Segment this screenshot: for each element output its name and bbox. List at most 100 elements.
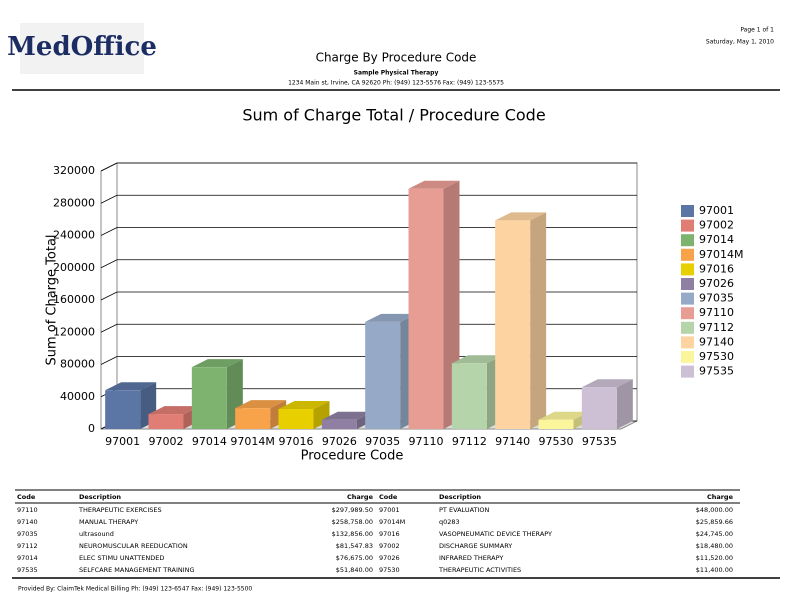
legend-label: 97001 (699, 204, 734, 217)
table-cell: SELFCARE MANAGEMENT TRAINING (79, 566, 195, 574)
report-subtitle: Sample Physical Therapy (354, 70, 439, 77)
bar-top (191, 359, 243, 368)
table-cell: q0283 (439, 518, 460, 526)
table-cell: 97026 (379, 554, 400, 562)
x-tick-label: 97035 (365, 435, 400, 448)
bar-top (105, 382, 157, 391)
legend-swatch (681, 336, 694, 349)
table-cell: ELEC STIMU UNATTENDED (79, 554, 164, 562)
y-tick-label: 320000 (53, 164, 95, 177)
report-address: 1234 Main st, Irvine, CA 92620 Ph: (949)… (288, 80, 504, 87)
legend-swatch (681, 365, 694, 378)
legend-swatch (681, 205, 694, 217)
bar-top (581, 379, 633, 388)
x-tick-label: 97026 (322, 435, 357, 448)
y-tick-label: 200000 (53, 261, 95, 274)
x-tick-label: 97014M (230, 435, 274, 448)
table-cell: 97535 (17, 566, 38, 574)
x-tick-label: 97535 (582, 435, 617, 448)
x-tick-label: 97530 (539, 435, 574, 448)
report-title: Charge By Procedure Code (316, 51, 477, 65)
bar (408, 188, 444, 429)
x-axis-title: Procedure Code (301, 449, 404, 464)
bar (148, 414, 184, 429)
y-tick-label: 280000 (53, 196, 95, 209)
legend-label: 97014M (699, 248, 743, 261)
y-tick-label: 120000 (53, 325, 95, 338)
bar (321, 419, 357, 429)
column-header: Code (379, 493, 398, 501)
bar (105, 390, 141, 429)
legend-swatch (681, 278, 694, 290)
bar-side (616, 379, 633, 429)
table-cell: $11,400.00 (696, 566, 733, 574)
table-cell: $51,840.00 (336, 566, 373, 574)
table-cell: PT EVALUATION (439, 506, 490, 514)
bar (538, 419, 574, 429)
grid-line (100, 162, 118, 172)
table-cell: VASOPNEUMATIC DEVICE THERAPY (439, 530, 552, 538)
y-tick-label: 240000 (53, 229, 95, 242)
table-cell: $81,547.83 (336, 542, 373, 550)
logo-box (20, 23, 144, 74)
table-cell: 97110 (17, 506, 38, 514)
legend-label: 97026 (699, 277, 734, 290)
table-cell: $18,480.00 (696, 542, 733, 550)
y-tick-label: 0 (88, 422, 95, 435)
y-tick-label: 40000 (60, 390, 95, 403)
legend-label: 97140 (699, 335, 734, 348)
report-date: Saturday, May 1, 2010 (706, 39, 774, 46)
bar-top (278, 401, 330, 410)
legend-swatch (681, 351, 694, 363)
table-cell: THERAPEUTIC ACTIVITIES (438, 566, 521, 574)
bar (235, 408, 271, 429)
bar-top (408, 180, 460, 189)
x-tick-label: 97001 (105, 435, 140, 448)
y-tick-label: 160000 (53, 293, 95, 306)
grid-line (100, 259, 118, 269)
bar-top (321, 411, 373, 420)
legend-swatch (681, 219, 694, 232)
table-cell: 97002 (379, 542, 400, 550)
table-cell: $11,520.00 (696, 554, 733, 562)
logo: MedOffice (7, 32, 157, 62)
bar (451, 363, 487, 429)
table-cell: $25,859.66 (696, 518, 733, 526)
x-tick-label: 97112 (452, 435, 487, 448)
table-cell: 97016 (379, 530, 400, 538)
bar (495, 220, 531, 429)
column-header: Description (79, 493, 121, 501)
legend-label: 97530 (699, 350, 734, 363)
y-axis-title: Sum of Charge Total (45, 234, 60, 365)
bar-side (530, 212, 547, 429)
legend-label: 97112 (699, 321, 734, 334)
bar (278, 409, 314, 429)
table-cell: 97001 (379, 506, 400, 514)
legend-label: 97014 (699, 233, 734, 246)
bar-top (495, 212, 547, 221)
grid-line (100, 291, 118, 301)
bar (191, 367, 227, 429)
legend-label: 97110 (699, 306, 734, 319)
x-tick-label: 97002 (149, 435, 184, 448)
table-cell: 97112 (17, 542, 38, 550)
legend-swatch (681, 234, 694, 247)
legend-swatch (681, 248, 694, 261)
y-tick-label: 80000 (60, 358, 95, 371)
x-tick-label: 97016 (279, 435, 314, 448)
footer: Provided By: ClaimTek Medical Billing Ph… (18, 586, 252, 593)
table-cell: 97035 (17, 530, 38, 538)
x-tick-label: 97110 (409, 435, 444, 448)
x-tick-label: 97014 (192, 435, 227, 448)
legend-swatch (681, 307, 694, 320)
legend-label: 97535 (699, 365, 734, 378)
table-cell: 97014M (379, 518, 405, 526)
bar-top (235, 400, 287, 409)
page-number: Page 1 of 1 (740, 27, 774, 34)
column-header: Charge (347, 493, 374, 501)
bar-top (451, 355, 503, 364)
table-cell: MANUAL THERAPY (79, 518, 138, 526)
table-cell: NEUROMUSCULAR REEDUCATION (79, 542, 188, 550)
table-cell: THERAPEUTIC EXERCISES (78, 506, 162, 514)
table-cell: $76,675.00 (336, 554, 373, 562)
